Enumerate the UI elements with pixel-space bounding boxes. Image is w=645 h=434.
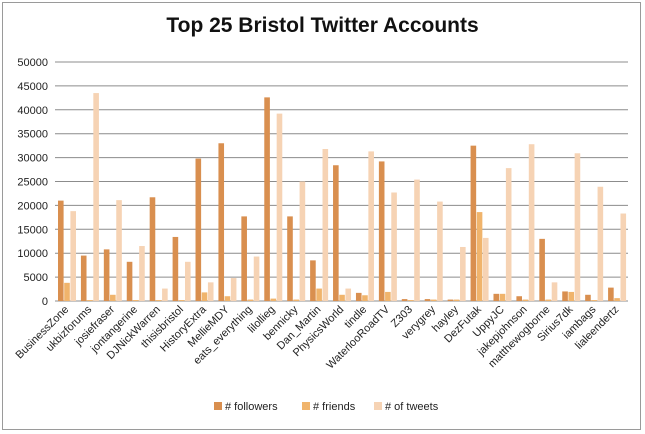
y-tick-label: 30000 <box>17 153 48 165</box>
bar <box>64 282 70 301</box>
bar <box>207 282 214 301</box>
bar <box>293 299 299 301</box>
y-tick-label: 5000 <box>24 272 48 284</box>
bar <box>195 158 202 301</box>
bar <box>470 145 477 301</box>
bar <box>447 299 454 301</box>
bar <box>614 298 620 301</box>
bar <box>299 181 306 301</box>
legend-label: # followers <box>225 401 278 413</box>
bar <box>253 256 260 301</box>
bar <box>322 148 329 301</box>
bar <box>591 300 597 301</box>
bar <box>493 293 500 301</box>
bar <box>545 299 552 301</box>
y-tick-label: 15000 <box>17 224 48 236</box>
bar <box>80 255 87 301</box>
bar <box>551 282 558 301</box>
bar <box>116 200 122 301</box>
bar <box>58 200 64 301</box>
bar <box>568 291 575 301</box>
bar <box>201 292 208 301</box>
bar <box>460 246 466 301</box>
bar <box>276 113 283 302</box>
bar <box>608 287 614 301</box>
chart-title: Top 25 Bristol Twitter Accounts <box>166 14 479 37</box>
bar <box>355 292 362 301</box>
bar <box>287 216 293 301</box>
bar <box>505 168 512 301</box>
bar <box>110 294 116 301</box>
bar <box>132 300 139 301</box>
bar <box>93 93 99 301</box>
bar <box>539 238 545 301</box>
y-tick-label: 25000 <box>17 177 48 189</box>
bar <box>172 236 179 301</box>
bar <box>162 288 168 301</box>
bar <box>378 161 385 301</box>
bar <box>430 299 437 301</box>
bar <box>103 249 110 301</box>
bar <box>264 97 270 301</box>
bar <box>339 294 345 301</box>
bar <box>585 294 591 301</box>
y-tick-label: 35000 <box>17 129 48 141</box>
bar <box>368 151 374 301</box>
y-tick-label: 20000 <box>17 200 48 212</box>
y-tick-label: 0 <box>42 296 48 308</box>
bar <box>516 296 522 301</box>
bar <box>345 288 352 301</box>
bar <box>476 212 483 301</box>
legend-label: # of tweets <box>385 401 439 413</box>
bar <box>155 300 162 301</box>
bar <box>499 293 506 301</box>
y-tick-label: 50000 <box>17 57 48 69</box>
y-tick-label: 10000 <box>17 248 48 260</box>
bar <box>385 291 391 301</box>
bar <box>522 299 529 301</box>
bar <box>270 298 277 301</box>
bar <box>139 246 145 301</box>
y-tick-label: 40000 <box>17 105 48 117</box>
bar <box>230 278 237 301</box>
bar <box>149 197 156 301</box>
bar <box>597 186 604 301</box>
bar <box>391 192 397 301</box>
legend-swatch <box>374 402 382 410</box>
legend-swatch <box>302 402 310 410</box>
bar <box>70 211 76 301</box>
bar <box>310 260 316 301</box>
bars <box>58 93 627 302</box>
bar <box>333 165 339 301</box>
bar <box>437 201 443 301</box>
bar <box>218 143 225 301</box>
y-tick-label: 45000 <box>17 81 48 93</box>
legend-label: # friends <box>313 401 356 413</box>
bar <box>620 213 627 301</box>
chart-frame <box>2 2 641 430</box>
legend-swatch <box>214 402 222 410</box>
bar <box>528 144 535 301</box>
bar <box>562 291 568 301</box>
bar <box>224 296 231 301</box>
bar <box>424 299 431 301</box>
y-axis-ticks: 0 5000 10000 15000 20000 25000 30000 35000 40000… <box>17 57 48 308</box>
bar <box>126 261 133 301</box>
bar <box>414 179 420 301</box>
bar <box>453 299 460 301</box>
bar <box>87 300 93 301</box>
bar <box>401 299 408 301</box>
bar <box>408 300 414 301</box>
bar <box>241 216 247 301</box>
legend: # followers # friends # of tweets <box>214 401 439 413</box>
bar <box>185 261 191 301</box>
x-axis-labels: BusinessZoneukbizforumsjosiefraserjontan… <box>14 303 622 371</box>
bar <box>362 295 368 301</box>
bar <box>316 288 322 301</box>
bar <box>178 300 185 301</box>
bar <box>482 237 489 301</box>
bar <box>574 153 581 301</box>
bar <box>247 299 254 301</box>
